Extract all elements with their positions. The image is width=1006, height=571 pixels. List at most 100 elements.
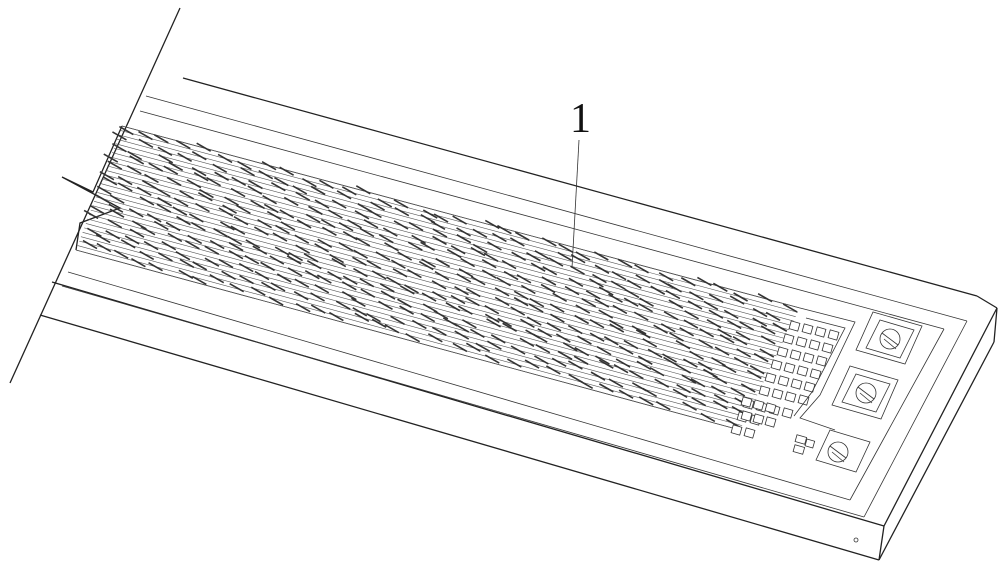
contact-pad — [752, 399, 765, 411]
weave-mark — [594, 298, 610, 308]
weave-mark — [287, 267, 303, 277]
weave-mark — [549, 303, 565, 313]
contact-pad — [784, 391, 797, 403]
weave-mark — [610, 280, 626, 290]
mesh-strand — [100, 183, 773, 365]
weave-mark — [667, 283, 682, 293]
weave-mark — [592, 273, 607, 284]
weave-mark — [82, 239, 98, 250]
weave-mark — [432, 235, 447, 246]
weave-mark — [595, 355, 610, 365]
contact-pad — [776, 346, 789, 358]
weave-mark — [635, 329, 651, 339]
weave-mark — [176, 215, 191, 226]
weave-mark — [293, 291, 309, 301]
weave-mark — [574, 314, 590, 325]
weave-mark — [710, 385, 726, 395]
weave-mark — [462, 319, 477, 329]
weave-mark — [456, 273, 472, 283]
weave-mark — [732, 335, 748, 346]
weave-mark — [497, 317, 513, 328]
weave-mark — [740, 383, 756, 393]
weave-mark — [706, 318, 722, 329]
weave-mark — [603, 336, 619, 346]
weave-mark — [420, 312, 436, 323]
weave-mark — [367, 208, 382, 219]
weave-mark — [155, 187, 171, 198]
weave-mark — [129, 228, 145, 238]
weave-mark — [506, 358, 522, 368]
weave-mark — [433, 213, 449, 223]
weave-mark — [322, 226, 337, 236]
weave-mark — [782, 303, 798, 313]
weave-mark — [263, 203, 279, 214]
weave-mark — [191, 275, 207, 286]
weave-mark — [689, 350, 704, 361]
weave-mark — [105, 230, 121, 240]
weave-mark — [286, 255, 302, 265]
weave-mark — [503, 270, 519, 281]
weave-mark — [204, 257, 220, 267]
weave-mark — [167, 232, 183, 243]
weave-mark — [638, 396, 654, 406]
weave-mark — [275, 224, 290, 235]
weave-mark — [394, 206, 410, 217]
weave-mark — [431, 280, 447, 290]
weave-mark — [350, 297, 366, 308]
weave-mark — [594, 264, 610, 274]
weave-mark — [144, 173, 159, 184]
weave-mark — [102, 176, 118, 186]
weave-mark — [765, 311, 781, 322]
weave-mark — [306, 259, 322, 270]
weave-mark — [465, 342, 481, 353]
weave-mark — [279, 209, 295, 219]
weave-mark — [148, 162, 164, 172]
weave-mark — [352, 307, 368, 317]
weave-mark — [589, 278, 604, 288]
weave-mark — [140, 225, 156, 236]
weave-mark — [193, 171, 209, 182]
weave-mark — [209, 273, 225, 284]
weave-mark — [196, 142, 212, 152]
weave-mark — [393, 220, 409, 230]
weave-mark — [219, 221, 235, 231]
weave-mark — [252, 245, 268, 255]
weave-mark — [486, 340, 502, 350]
weave-mark — [454, 323, 470, 333]
weave-mark — [172, 206, 188, 216]
weave-mark — [353, 267, 368, 278]
weave-mark — [578, 379, 594, 389]
weave-mark — [408, 221, 424, 232]
weave-mark — [481, 269, 497, 279]
weave-mark — [118, 125, 134, 136]
weave-mark — [509, 237, 525, 247]
weave-mark — [327, 209, 343, 219]
weave-mark — [245, 239, 261, 249]
contact-pad — [821, 342, 834, 354]
weave-mark — [83, 209, 99, 220]
weave-mark — [730, 387, 746, 397]
weave-mark — [487, 241, 502, 251]
mesh-region — [61, 125, 801, 431]
weave-mark — [354, 312, 370, 323]
weave-mark — [688, 291, 704, 301]
weave-mark — [314, 199, 330, 209]
mesh-strand — [95, 196, 766, 379]
weave-mark — [112, 131, 127, 141]
weave-mark — [510, 306, 526, 316]
weave-mark — [393, 199, 409, 209]
contact-pad — [740, 410, 753, 422]
weave-mark — [421, 292, 437, 302]
weave-mark — [279, 166, 295, 176]
weave-mark — [562, 342, 578, 352]
mesh-strand — [110, 156, 786, 339]
weave-mark — [624, 288, 640, 299]
weave-mark — [95, 194, 111, 204]
weave-mark — [212, 163, 228, 173]
weave-mark — [197, 191, 213, 202]
weave-mark — [390, 315, 405, 325]
terminal-block-middle — [831, 365, 899, 420]
weave-mark — [454, 285, 469, 296]
weave-mark — [229, 282, 245, 293]
weave-mark — [240, 167, 256, 177]
